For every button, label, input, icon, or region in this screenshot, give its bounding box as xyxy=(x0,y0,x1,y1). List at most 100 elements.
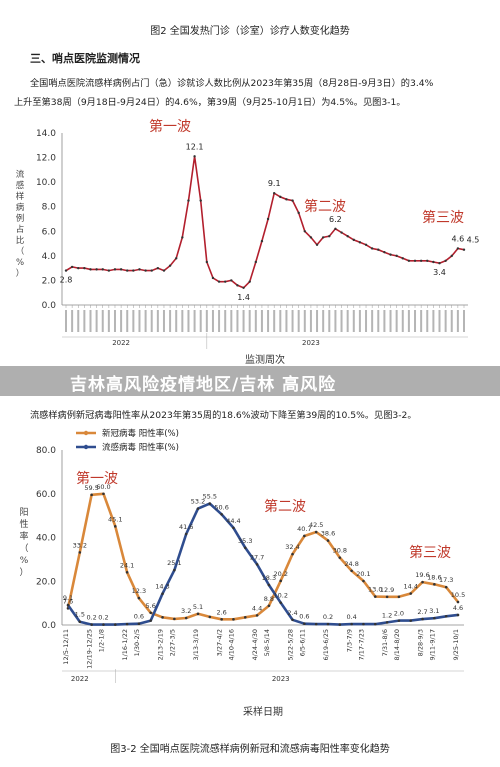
ili-point xyxy=(89,268,92,271)
covid-data-label: 13.0 xyxy=(368,586,382,594)
ili-point xyxy=(254,260,258,264)
y-axis-label-char: （ xyxy=(19,543,28,554)
y-axis-label-char: 比 xyxy=(16,235,25,246)
x-tick-label-mark xyxy=(414,310,417,332)
x-tick-label-mark xyxy=(303,310,306,332)
y-tick-label: 20.0 xyxy=(36,577,56,587)
ili-data-label: 9.1 xyxy=(268,179,281,188)
flu-data-label: 3.1 xyxy=(429,607,439,615)
ili-point xyxy=(248,280,251,283)
x-tick-label: 12/5-12/11 xyxy=(62,629,70,665)
covid-point xyxy=(350,569,353,573)
ili-point xyxy=(426,259,429,262)
ili-point xyxy=(260,239,264,243)
x-tick-label-mark xyxy=(248,310,251,332)
x-tick-label: 6/19-6/25 xyxy=(322,629,330,661)
covid-point xyxy=(232,618,235,621)
x-tick-label-mark xyxy=(273,310,276,332)
flu-point xyxy=(125,622,129,626)
covid-point xyxy=(137,596,141,600)
flu-point xyxy=(243,546,247,550)
ili-data-label: 3.4 xyxy=(433,268,446,277)
x-tick-label-mark xyxy=(438,310,441,332)
y-axis-label-char: % xyxy=(20,556,29,566)
ili-point xyxy=(187,199,190,202)
flu-point xyxy=(314,622,318,626)
ili-point xyxy=(346,235,349,238)
x-tick-label: 7/31-8/6 xyxy=(381,629,389,656)
x-tick-label: 1/16-1/22 xyxy=(121,629,129,661)
flu-data-label: 14.3 xyxy=(155,583,169,591)
flu-point xyxy=(173,568,176,572)
x-tick-label: 4/10-4/16 xyxy=(227,629,235,661)
covid-point xyxy=(161,616,164,619)
x-tick-label-mark xyxy=(389,310,392,332)
covid-data-label: 8.8 xyxy=(264,595,274,603)
x-tick-label-mark xyxy=(346,310,349,332)
flu-point xyxy=(350,622,353,626)
flu-point xyxy=(149,619,153,622)
flu-data-label: 1.5 xyxy=(75,611,85,619)
wave-annotation: 第三波 xyxy=(409,544,451,561)
ili-point xyxy=(126,269,129,272)
ili-point xyxy=(321,236,325,239)
flu-data-label: 25.1 xyxy=(167,559,181,567)
ili-point xyxy=(138,268,141,271)
covid-point xyxy=(184,616,188,620)
ili-point xyxy=(395,254,398,258)
ili-point xyxy=(419,259,423,262)
flu-point xyxy=(208,502,212,505)
paragraph-1-line-1: 全国哨点医院流感样病例占门（急）诊就诊人数比例从2023年第35周（8月28日-… xyxy=(30,78,434,89)
ili-point xyxy=(462,248,466,251)
flu-point xyxy=(90,623,93,626)
covid-data-label: 38.6 xyxy=(321,530,335,538)
x-tick-label-mark xyxy=(236,310,239,332)
x-tick-label-mark xyxy=(254,310,257,332)
covid-data-label: 45.1 xyxy=(108,515,122,523)
legend-label: 新冠病毒 阳性率(%) xyxy=(102,428,179,439)
x-tick-label-mark xyxy=(224,310,227,332)
ili-point xyxy=(444,259,447,262)
x-tick-label-mark xyxy=(205,310,208,332)
ili-point xyxy=(175,257,178,260)
year-label-2022: 2022 xyxy=(112,339,130,347)
x-tick-label-mark xyxy=(132,310,135,332)
figure2-title: 图2 全国发热门诊（诊室）诊疗人数变化趋势 xyxy=(150,26,350,37)
ili-point xyxy=(303,230,306,233)
flu-point xyxy=(137,622,141,625)
x-axis-label: 采样日期 xyxy=(243,705,283,718)
flu-data-label: 53.2 xyxy=(191,498,205,506)
ili-series-line xyxy=(65,156,465,289)
flu-point xyxy=(161,592,164,596)
covid-point xyxy=(255,614,259,617)
flu-point xyxy=(279,601,283,604)
covid-point xyxy=(397,595,401,599)
section-heading: 三、哨点医院监测情况 xyxy=(30,52,140,65)
flu-point xyxy=(78,620,82,624)
covid-data-label: 3.2 xyxy=(181,607,191,615)
ili-point xyxy=(432,260,435,264)
x-tick-label: 5/22-5/28 xyxy=(287,629,295,661)
covid-data-label: 42.5 xyxy=(309,521,323,529)
legend-label: 流感病毒 阳性率(%) xyxy=(102,442,179,453)
ili-point xyxy=(315,243,319,246)
x-tick-label-mark xyxy=(162,310,165,332)
x-tick-label: 7/17-7/23 xyxy=(357,629,365,661)
y-axis-label-char: 阳 xyxy=(19,507,28,518)
covid-point xyxy=(303,534,306,538)
flu-point xyxy=(338,623,342,626)
x-tick-label-mark xyxy=(365,310,368,332)
covid-data-label: 5.1 xyxy=(193,603,203,611)
x-tick-label: 3/27-4/2 xyxy=(216,629,224,656)
x-tick-label-mark xyxy=(352,310,355,332)
ili-point xyxy=(150,269,153,272)
x-tick-label-mark xyxy=(279,310,282,332)
flu-point xyxy=(385,621,389,624)
covid-point xyxy=(90,493,93,497)
flu-data-label: 0.4 xyxy=(346,613,356,621)
flu-point xyxy=(291,618,294,622)
ili-point xyxy=(107,269,111,272)
ili-point xyxy=(266,217,270,221)
x-tick-label-mark xyxy=(156,310,159,332)
x-tick-label-mark xyxy=(77,310,80,332)
